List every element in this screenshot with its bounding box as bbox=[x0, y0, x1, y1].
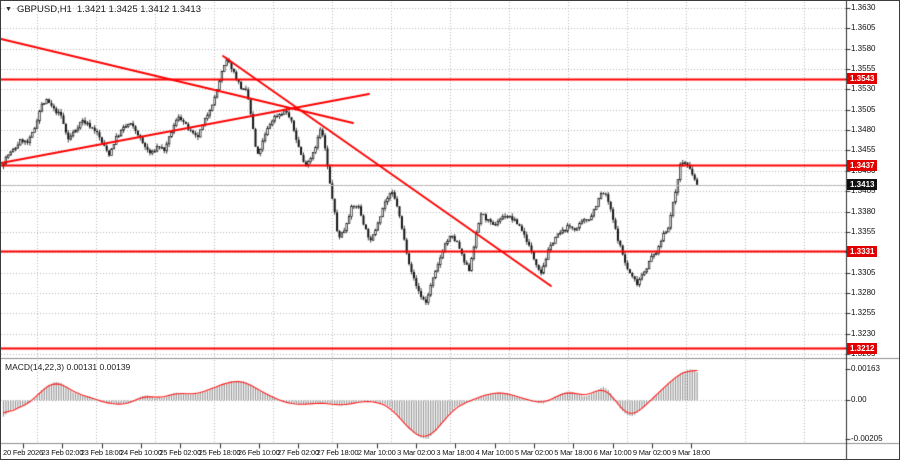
macd-axis-label: 0.00 bbox=[851, 394, 867, 404]
level-price-badge: 1.3543 bbox=[847, 73, 878, 85]
price-axis-label: 1.3530 bbox=[851, 84, 876, 94]
time-axis-label: 3 Mar 18:00 bbox=[436, 448, 475, 457]
price-axis-label: 1.3505 bbox=[851, 104, 876, 114]
price-axis-label: 1.3380 bbox=[851, 206, 876, 216]
macd-indicator-label: MACD(14,22,3) 0.00131 0.00139 bbox=[5, 362, 130, 372]
price-axis-label: 1.3480 bbox=[851, 125, 876, 135]
time-axis-label: 25 Feb 02:00 bbox=[159, 448, 202, 457]
macd-axis-label: 0.00163 bbox=[851, 363, 880, 373]
macd-main-value: 0.00131 bbox=[66, 362, 98, 372]
price-axis-label: 1.3555 bbox=[851, 64, 876, 74]
level-price-badge: 1.3212 bbox=[847, 342, 878, 354]
time-axis-label: 26 Feb 10:00 bbox=[237, 448, 280, 457]
price-axis-label: 1.3405 bbox=[851, 186, 876, 196]
time-axis-label: 5 Mar 18:00 bbox=[554, 448, 593, 457]
price-axis-label: 1.3580 bbox=[851, 43, 876, 53]
time-axis-label: 20 Feb 2026 bbox=[3, 448, 43, 457]
price-axis-label: 1.3355 bbox=[851, 226, 876, 236]
price-axis-label: 1.3455 bbox=[851, 145, 876, 155]
chart-title-bar: ▼ GBPUSD,H1 1.3421 1.3425 1.3412 1.3413 bbox=[5, 4, 201, 15]
time-axis-label: 27 Feb 18:00 bbox=[316, 448, 359, 457]
macd-name: MACD(14,22,3) bbox=[5, 362, 65, 372]
time-axis[interactable]: 20 Feb 2026 23 Feb 02:00 23 Feb 18:00 24 Fe… bbox=[1, 444, 899, 459]
symbol-period-label: GBPUSD,H1 bbox=[16, 4, 72, 15]
macd-axis[interactable]: 0.00163 0.00 -0.00205 bbox=[847, 359, 899, 443]
level-price-badge: 1.3331 bbox=[847, 245, 878, 257]
time-axis-label: 23 Feb 02:00 bbox=[41, 448, 84, 457]
time-axis-label: 2 Mar 10:00 bbox=[357, 448, 396, 457]
time-axis-label: 4 Mar 10:00 bbox=[475, 448, 514, 457]
time-axis-label: 27 Feb 02:00 bbox=[277, 448, 319, 457]
price-axis-label: 1.3280 bbox=[851, 287, 876, 297]
price-axis-label: 1.3630 bbox=[851, 3, 876, 12]
price-axis-label: 1.3255 bbox=[851, 308, 876, 318]
time-axis-label: 5 Mar 02:00 bbox=[514, 448, 553, 457]
time-axis-label: 9 Mar 02:00 bbox=[632, 448, 671, 457]
price-axis-label: 1.3605 bbox=[851, 23, 876, 33]
price-axis-label: 1.3230 bbox=[851, 328, 876, 338]
ohlc-quote-label: 1.3421 1.3425 1.3412 1.3413 bbox=[76, 4, 201, 15]
macd-axis-label: -0.00205 bbox=[851, 433, 883, 443]
symbol-dropdown-icon[interactable]: ▼ bbox=[5, 6, 12, 13]
time-axis-label: 23 Feb 18:00 bbox=[80, 448, 123, 457]
time-axis-label: 25 Feb 18:00 bbox=[198, 448, 241, 457]
time-axis-label: 6 Mar 10:00 bbox=[593, 448, 632, 457]
time-axis-label: 24 Feb 10:00 bbox=[119, 448, 162, 457]
time-axis-label: 3 Mar 02:00 bbox=[397, 448, 435, 457]
macd-signal-value: 0.00139 bbox=[99, 362, 131, 372]
current-price-badge: 1.3413 bbox=[847, 179, 878, 191]
price-axis-label: 1.3305 bbox=[851, 267, 876, 277]
level-price-badge: 1.3437 bbox=[847, 159, 878, 171]
time-axis-label: 9 Mar 18:00 bbox=[672, 448, 711, 457]
